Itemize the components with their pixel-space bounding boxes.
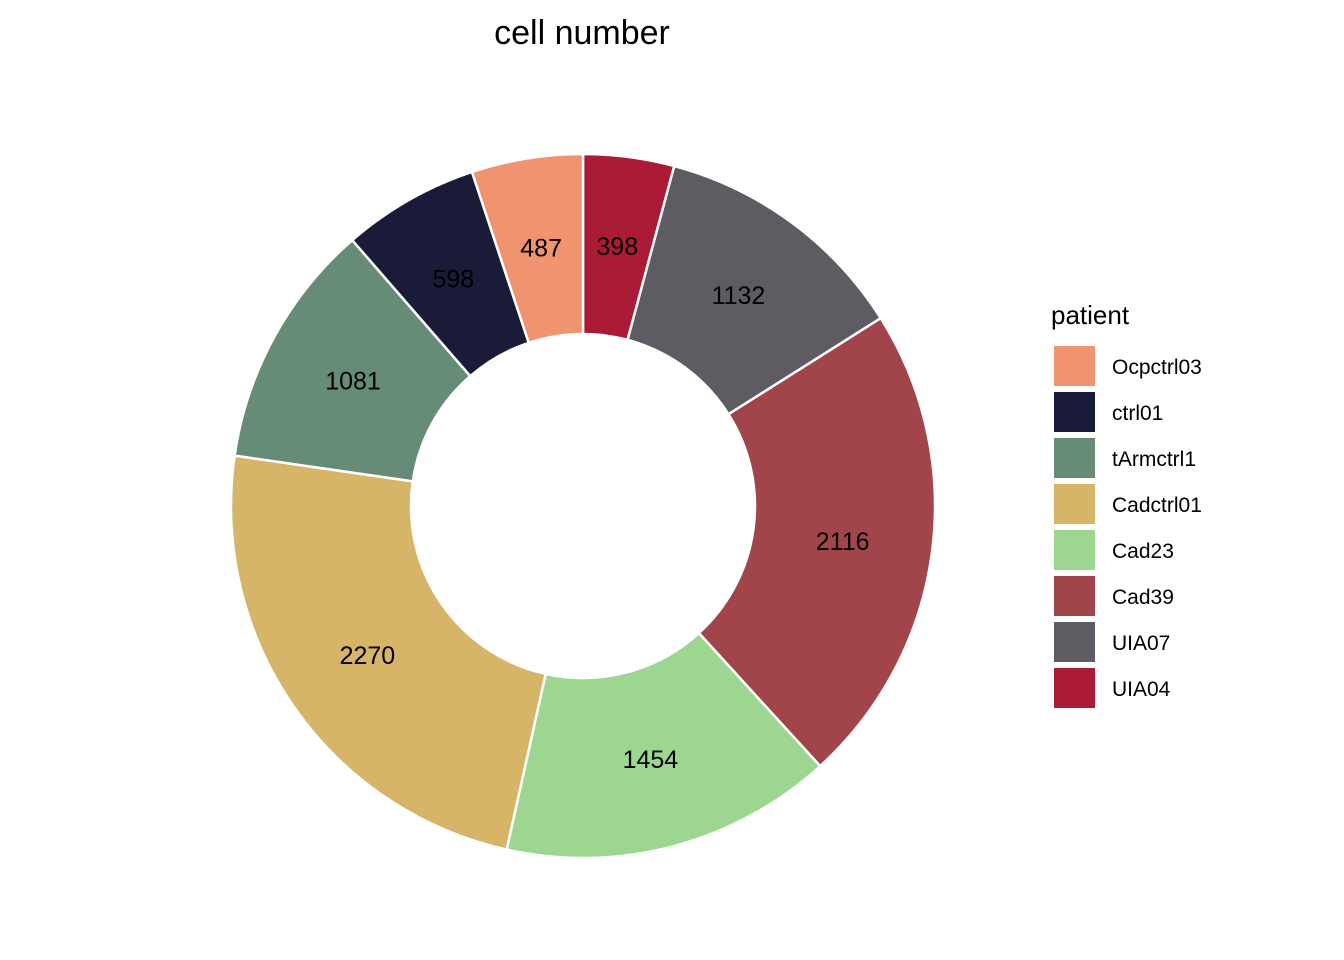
slice-cadctrl01 <box>229 454 548 852</box>
slice-label-tarmctrl1: 1081 <box>325 367 381 395</box>
slice-label-ocpctrl03: 487 <box>520 234 562 262</box>
legend-swatch-ctrl01 <box>1054 392 1095 432</box>
slice-uia07 <box>626 164 883 416</box>
chart-title: cell number <box>494 14 670 52</box>
legend-label-tarmctrl1: tArmctrl1 <box>1112 448 1196 471</box>
legend-label-uia07: UIA07 <box>1112 632 1170 655</box>
legend-item-ctrl01: ctrl01 <box>1054 392 1163 432</box>
legend-item-uia07: UIA07 <box>1054 622 1170 662</box>
legend-item-cadctrl01: Cadctrl01 <box>1054 484 1202 524</box>
slice-ocpctrl03 <box>470 152 585 345</box>
slice-label-cad39: 2116 <box>816 528 870 556</box>
legend-item-ocpctrl03: Ocpctrl03 <box>1054 346 1202 386</box>
legend-swatch-cad39 <box>1054 576 1095 616</box>
legend-swatch-uia07 <box>1054 622 1095 662</box>
legend: patient Ocpctrl03 ctrl01 tArmctrl1 Cadctrl0… <box>1051 300 1202 708</box>
legend-label-cad39: Cad39 <box>1112 586 1174 609</box>
slice-cad23 <box>505 631 822 860</box>
slice-cad39 <box>697 316 937 768</box>
slice-label-cadctrl01: 2270 <box>340 642 396 670</box>
legend-label-ctrl01: ctrl01 <box>1112 402 1163 425</box>
legend-label-cadctrl01: Cadctrl01 <box>1112 494 1202 517</box>
legend-label-cad23: Cad23 <box>1112 540 1174 563</box>
legend-swatch-ocpctrl03 <box>1054 346 1095 386</box>
legend-items: Ocpctrl03 ctrl01 tArmctrl1 Cadctrl01 Cad23 Ca… <box>1054 346 1202 708</box>
legend-swatch-tarmctrl1 <box>1054 438 1095 478</box>
legend-item-cad23: Cad23 <box>1054 530 1174 570</box>
legend-label-ocpctrl03: Ocpctrl03 <box>1112 356 1202 379</box>
legend-item-cad39: Cad39 <box>1054 576 1174 616</box>
legend-swatch-cad23 <box>1054 530 1095 570</box>
legend-item-uia04: UIA04 <box>1054 668 1171 708</box>
legend-title: patient <box>1051 300 1130 330</box>
slice-label-ctrl01: 598 <box>432 265 474 293</box>
donut-slices <box>229 152 937 860</box>
slice-label-cad23: 1454 <box>623 746 679 774</box>
legend-swatch-cadctrl01 <box>1054 484 1095 524</box>
slice-label-uia04: 398 <box>596 233 638 261</box>
legend-swatch-uia04 <box>1054 668 1095 708</box>
legend-item-tarmctrl1: tArmctrl1 <box>1054 438 1196 478</box>
slice-label-uia07: 1132 <box>712 282 766 310</box>
legend-label-uia04: UIA04 <box>1112 678 1171 701</box>
slice-tarmctrl1 <box>233 238 473 483</box>
slice-labels: 398 1132 2116 1454 2270 1081 598 487 <box>325 233 869 774</box>
